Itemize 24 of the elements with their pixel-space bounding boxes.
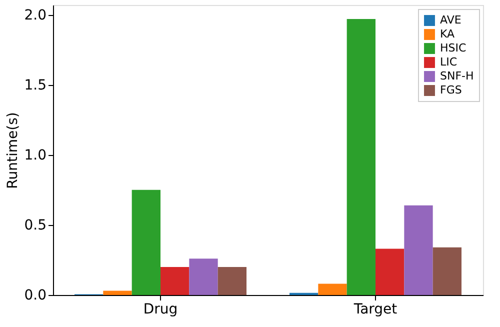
bar xyxy=(160,266,190,295)
bar xyxy=(376,248,404,295)
bar xyxy=(346,19,376,295)
bar xyxy=(218,266,246,295)
y-axis-title: Runtime(s) xyxy=(5,112,22,189)
legend-label: LIC xyxy=(440,56,458,68)
legend-label: HSIC xyxy=(440,42,466,54)
y-tick-label: 0.5 xyxy=(24,217,46,234)
bar xyxy=(189,258,218,295)
y-tick-label: 0.0 xyxy=(24,288,46,304)
x-tick-label: Drug xyxy=(143,302,178,318)
bar xyxy=(132,190,160,295)
legend-label: FGS xyxy=(440,84,462,96)
y-tick-label: 1.5 xyxy=(24,77,46,94)
legend-label: SNF-H xyxy=(440,70,474,82)
bar xyxy=(103,290,132,295)
legend-label: AVE xyxy=(440,14,462,26)
y-tick-label: 2.0 xyxy=(24,7,46,24)
x-tick-label: Target xyxy=(352,302,398,318)
bar xyxy=(404,205,433,295)
legend-label: KA xyxy=(440,28,456,40)
y-tick-label: 1.0 xyxy=(24,147,46,164)
bar xyxy=(432,247,462,295)
bar xyxy=(318,284,347,295)
